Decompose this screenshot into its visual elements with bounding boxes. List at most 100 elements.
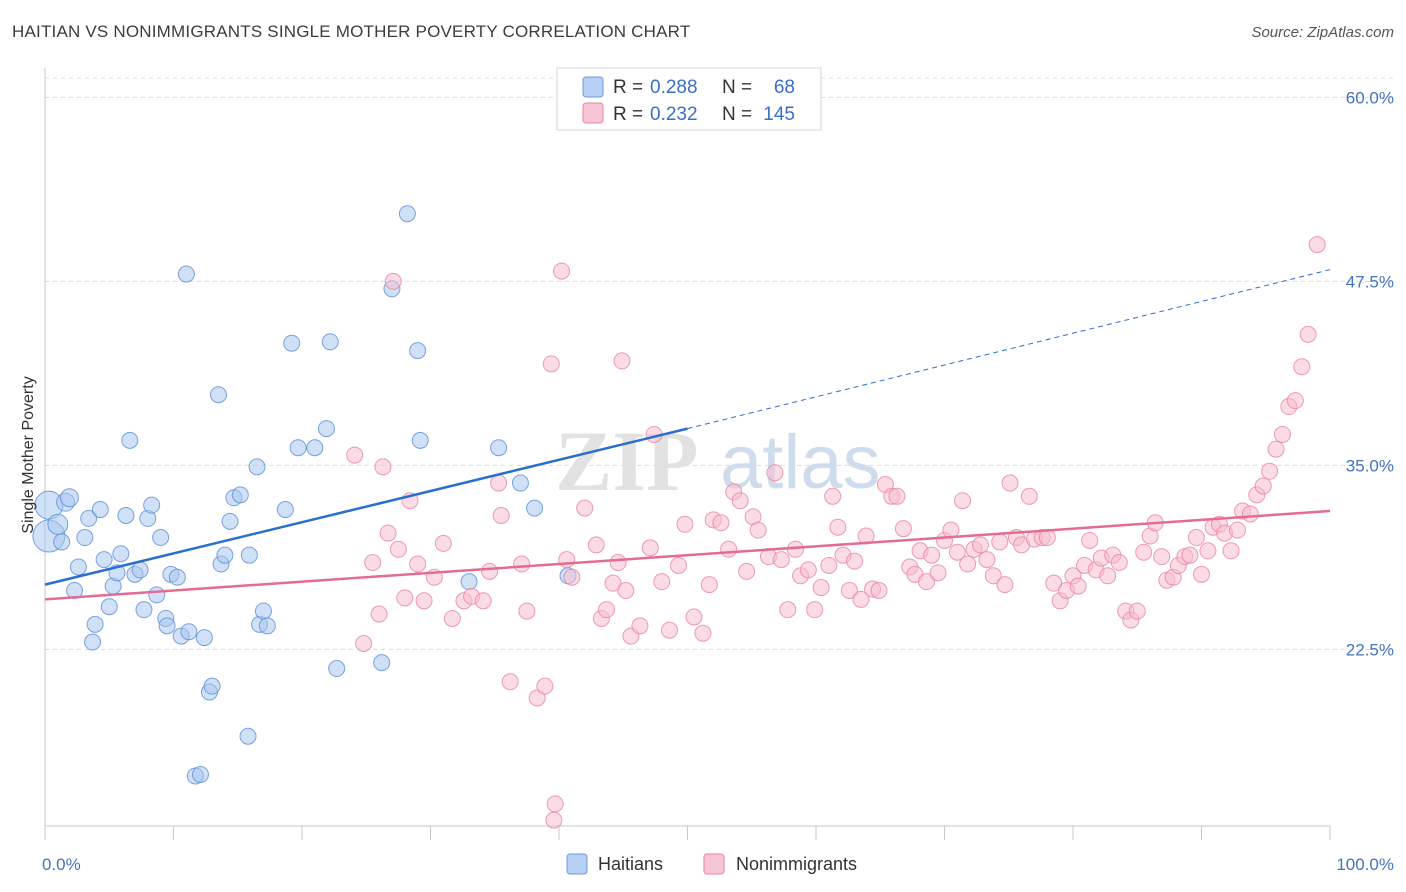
nonimmigrants-point — [971, 536, 989, 554]
haitians-point — [317, 420, 335, 438]
haitians-point — [373, 654, 391, 672]
nonimmigrants-point — [948, 543, 966, 561]
legend-r-label-nonimmigrants: R = — [613, 104, 643, 125]
nonimmigrants-point — [766, 464, 784, 482]
nonimmigrants-point — [1099, 567, 1117, 585]
haitians-point — [526, 499, 544, 517]
nonimmigrants-point — [558, 551, 576, 569]
haitians-point — [121, 431, 139, 449]
nonimmigrants-point — [731, 492, 749, 510]
haitians-point — [248, 458, 266, 476]
nonimmigrants-point — [346, 446, 364, 464]
nonimmigrants-point — [806, 601, 824, 619]
haitians-point — [177, 265, 195, 283]
nonimmigrants-point — [959, 555, 977, 573]
nonimmigrants-point — [384, 272, 402, 290]
nonimmigrants-point — [1286, 392, 1304, 410]
haitians-trend-line — [44, 427, 688, 586]
nonimmigrants-point — [978, 551, 996, 569]
nonimmigrants-point — [694, 624, 712, 642]
nonimmigrants-point — [434, 534, 452, 552]
nonimmigrants-point — [918, 573, 936, 591]
nonimmigrants-point — [598, 601, 616, 619]
nonimmigrants-point — [587, 536, 605, 554]
haitians-point — [254, 602, 272, 620]
nonimmigrants-point — [653, 573, 671, 591]
nonimmigrants-point — [840, 582, 858, 600]
haitians-point — [195, 629, 213, 647]
nonimmigrants-point — [1153, 548, 1171, 566]
nonimmigrants-point — [685, 608, 703, 626]
legend-n-label-nonimmigrants: N = — [722, 104, 752, 125]
haitians-point — [240, 546, 258, 564]
nonimmigrants-point — [1228, 521, 1246, 539]
haitians-point — [100, 598, 118, 616]
nonimmigrants-point — [490, 474, 508, 492]
nonimmigrants-point — [609, 554, 627, 572]
data-points — [32, 205, 1326, 829]
nonimmigrants-point — [670, 556, 688, 574]
haitians-point — [411, 431, 429, 449]
haitians-point — [80, 509, 98, 527]
haitians-point — [148, 586, 166, 604]
haitians-point — [53, 533, 71, 551]
trend-lines — [44, 269, 1331, 601]
watermark: ZIP atlas — [555, 413, 881, 509]
nonimmigrants-point — [613, 352, 631, 370]
nonimmigrants-point — [513, 555, 531, 573]
nonimmigrants-point — [1267, 440, 1285, 458]
source-label: Source: ZipAtlas.com — [1251, 24, 1394, 41]
nonimmigrants-point — [1135, 543, 1153, 561]
haitians-point — [289, 439, 307, 457]
stats-legend: R = 0.288 N = 68 R = 0.232 N = 145 — [556, 67, 822, 131]
nonimmigrants-point — [820, 556, 838, 574]
nonimmigrants-point — [443, 609, 461, 627]
nonimmigrants-point — [396, 589, 414, 607]
haitians-point — [398, 205, 416, 223]
nonimmigrants-point — [749, 521, 767, 539]
nonimmigrants-point — [1299, 325, 1317, 343]
legend-n-value-haitians: 68 — [774, 77, 795, 98]
haitians-point — [59, 488, 79, 508]
nonimmigrants-point — [546, 795, 564, 813]
x-tick-label-min: 0.0% — [42, 855, 81, 874]
haitians-point — [117, 506, 135, 524]
haitians-point — [328, 660, 346, 678]
haitians-point — [91, 501, 109, 519]
nonimmigrants-point — [415, 592, 433, 610]
nonimmigrants-point — [536, 677, 554, 695]
bottom-legend-label-nonimmigrants: Nonimmigrants — [736, 854, 857, 874]
nonimmigrants-point — [492, 506, 510, 524]
nonimmigrants-point — [1273, 425, 1291, 443]
nonimmigrants-point — [991, 533, 1009, 551]
haitians-point — [231, 486, 249, 504]
y-tick-label: 47.5% — [1346, 272, 1394, 291]
nonimmigrants-point — [712, 514, 730, 532]
haitians-point — [131, 561, 149, 579]
legend-n-value-nonimmigrants: 145 — [763, 104, 795, 125]
nonimmigrants-point — [700, 576, 718, 594]
legend-r-value-haitians: 0.288 — [650, 77, 698, 98]
haitians-point — [191, 765, 209, 783]
nonimmigrants-point — [676, 515, 694, 533]
y-axis-label: Single Mother Poverty — [20, 376, 37, 533]
haitians-point — [180, 623, 198, 641]
axes — [44, 68, 1331, 840]
nonimmigrants-point — [923, 546, 941, 564]
nonimmigrants-point — [846, 552, 864, 570]
watermark-atlas: atlas — [720, 420, 881, 505]
nonimmigrants-point — [1128, 602, 1146, 620]
haitians-point — [84, 633, 102, 651]
nonimmigrants-point — [481, 562, 499, 580]
nonimmigrants-point — [518, 602, 536, 620]
nonimmigrants-point — [1241, 505, 1259, 523]
nonimmigrants-point — [824, 487, 842, 505]
nonimmigrants-point — [1110, 554, 1128, 572]
nonimmigrants-point — [542, 355, 560, 373]
haitians-point — [86, 615, 104, 633]
nonimmigrants-point — [1020, 487, 1038, 505]
nonimmigrants-point — [984, 567, 1002, 585]
nonimmigrants-point — [409, 555, 427, 573]
nonimmigrants-trend-line — [44, 509, 1331, 601]
nonimmigrants-point — [738, 562, 756, 580]
